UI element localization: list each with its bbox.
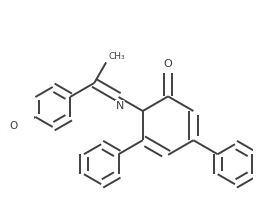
Text: N: N <box>116 101 124 111</box>
Text: CH₃: CH₃ <box>108 52 125 61</box>
Text: O: O <box>164 59 173 69</box>
Text: CH₃: CH₃ <box>0 129 1 139</box>
Text: O: O <box>9 121 17 131</box>
